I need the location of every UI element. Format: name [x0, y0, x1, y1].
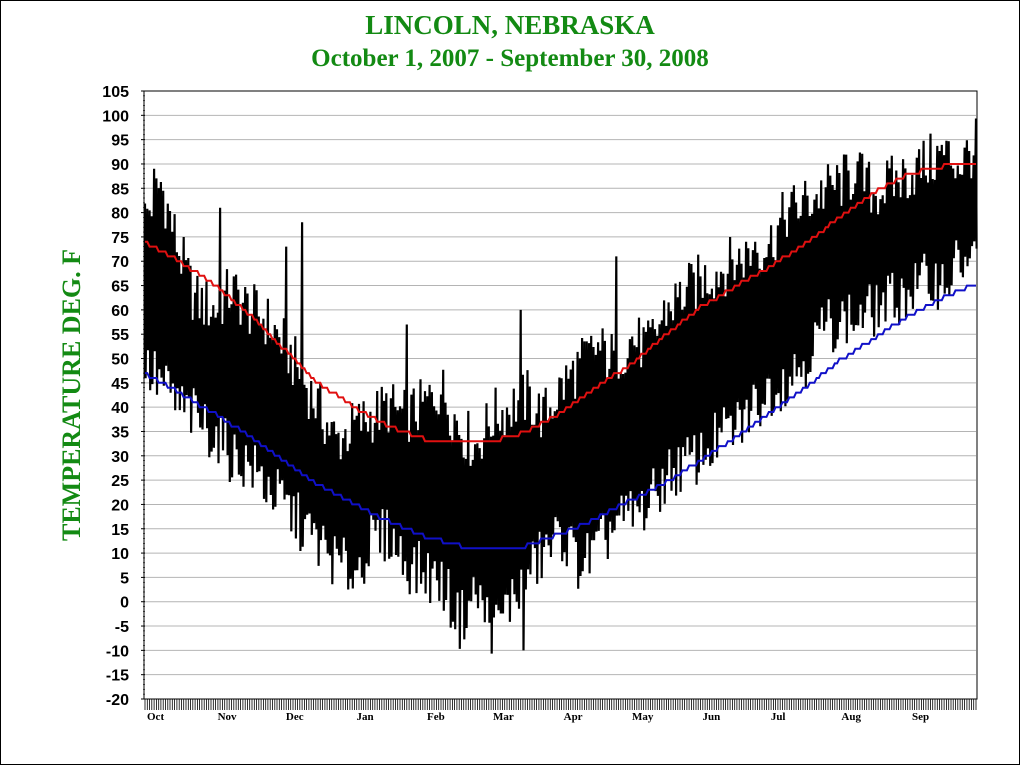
x-tick-label: Jun	[703, 711, 721, 723]
y-tick-label: -10	[106, 643, 129, 660]
y-tick-label: 25	[111, 473, 129, 490]
y-tick-label: 100	[102, 108, 129, 125]
y-tick-label: -20	[106, 692, 129, 709]
y-tick-label: 55	[111, 327, 129, 344]
x-tick-label: Jan	[356, 711, 373, 723]
y-tick-label: 60	[111, 303, 129, 320]
chart-subtitle: October 1, 2007 - September 30, 2008	[311, 45, 709, 72]
series-daily-observed	[143, 118, 978, 654]
y-tick-label: 105	[102, 84, 129, 101]
x-tick-label: Jul	[771, 711, 786, 723]
plot-border	[143, 90, 978, 700]
y-tick-label: -15	[106, 668, 129, 685]
y-tick-label: 15	[111, 522, 129, 539]
y-tick-label: 65	[111, 279, 129, 296]
y-tick-label: 90	[111, 157, 129, 174]
x-tick-label: Dec	[286, 711, 304, 723]
y-tick-label: 80	[111, 206, 129, 223]
y-tick-label: 75	[111, 230, 129, 247]
y-tick-label: 5	[120, 570, 129, 587]
y-tick-label: 35	[111, 424, 129, 441]
day-tick-marks	[144, 699, 977, 710]
x-tick-label: Apr	[564, 711, 583, 723]
y-tick-label: 95	[111, 133, 129, 150]
y-tick-label: 10	[111, 546, 129, 563]
x-tick-label: Nov	[218, 711, 237, 723]
y-tick-label: 70	[111, 254, 129, 271]
x-tick-label: Sep	[912, 711, 929, 723]
y-tick-label: 20	[111, 497, 129, 514]
x-tick-label: May	[632, 711, 654, 723]
y-tick-label: 40	[111, 400, 129, 417]
x-tick-label: Mar	[493, 711, 514, 723]
chart-title: LINCOLN, NEBRASKA	[365, 10, 655, 40]
y-tick-label: -5	[115, 619, 129, 636]
x-tick-label: Feb	[427, 711, 445, 723]
y-tick-label: 0	[120, 595, 129, 612]
x-tick-label: Aug	[841, 711, 861, 723]
y-tick-label: 45	[111, 376, 129, 393]
y-tick-label: 50	[111, 352, 129, 369]
y-tick-label: 85	[111, 181, 129, 198]
x-tick-label: Oct	[147, 711, 164, 723]
series-normal-high	[145, 163, 976, 443]
y-tick-label: 30	[111, 449, 129, 466]
series-normal-low	[145, 284, 976, 550]
